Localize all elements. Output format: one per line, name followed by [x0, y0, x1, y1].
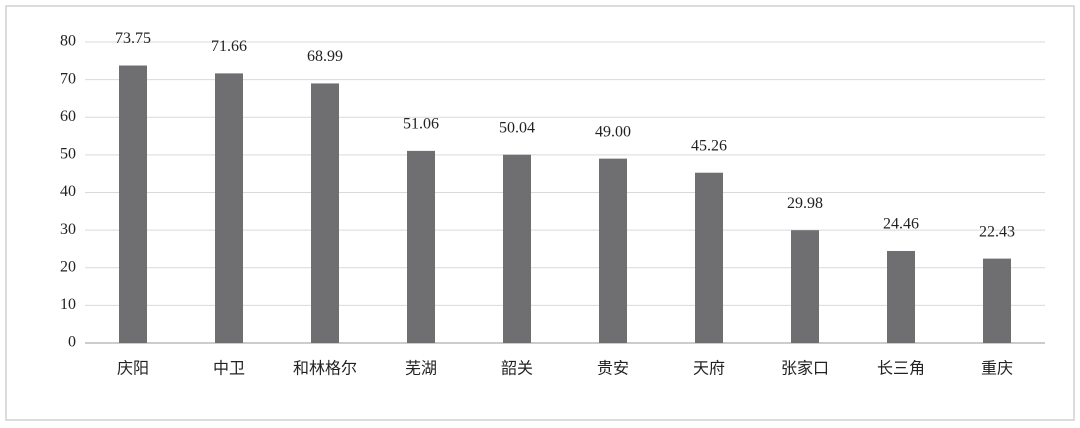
bar: [599, 158, 627, 343]
y-tick-label: 30: [60, 221, 76, 238]
bar: [311, 83, 339, 344]
x-tick-label: 芜湖: [405, 360, 437, 378]
value-label: 68.99: [307, 48, 343, 65]
value-label: 49.00: [595, 123, 631, 140]
y-tick-label: 40: [60, 183, 76, 200]
bar: [215, 73, 243, 344]
y-tick-label: 60: [60, 108, 76, 125]
value-label: 73.75: [115, 30, 151, 47]
bar: [887, 250, 915, 343]
chart-frame: [5, 5, 1075, 421]
value-label: 50.04: [499, 119, 535, 136]
x-tick-label: 和林格尔: [293, 360, 357, 378]
x-tick-label: 天府: [693, 360, 725, 378]
y-tick-label: 0: [68, 334, 76, 351]
x-tick-label: 张家口: [781, 360, 829, 378]
y-tick-label: 50: [60, 146, 76, 163]
bar: [983, 258, 1011, 343]
x-tick-label: 长三角: [877, 360, 925, 378]
x-tick-label: 贵安: [597, 360, 629, 378]
y-tick-label: 80: [60, 33, 76, 50]
bar: [407, 150, 435, 343]
value-label: 29.98: [787, 195, 823, 212]
bar: [503, 154, 531, 343]
x-tick-label: 庆阳: [117, 360, 149, 378]
value-label: 51.06: [403, 116, 439, 133]
value-label: 24.46: [883, 216, 919, 233]
value-label: 71.66: [211, 38, 247, 55]
bar: [791, 230, 819, 343]
y-tick-label: 10: [60, 296, 76, 313]
bar: [119, 65, 147, 343]
x-tick-label: 中卫: [213, 360, 245, 378]
bar: [695, 172, 723, 343]
y-tick-label: 70: [60, 70, 76, 87]
value-label: 22.43: [979, 223, 1015, 240]
x-tick-label: 重庆: [981, 360, 1013, 378]
value-label: 45.26: [691, 137, 727, 154]
x-tick-label: 韶关: [501, 360, 533, 378]
y-tick-label: 20: [60, 258, 76, 275]
